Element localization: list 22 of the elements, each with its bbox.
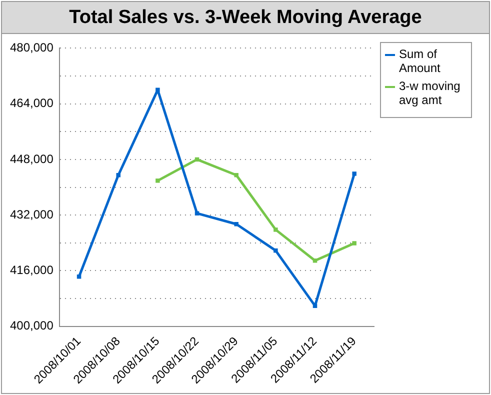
point bbox=[194, 211, 200, 216]
point bbox=[274, 228, 278, 232]
point bbox=[156, 178, 160, 183]
legend-label: Sum of Amount bbox=[399, 47, 442, 75]
y-tick-label: 432,000 bbox=[10, 207, 54, 222]
point bbox=[312, 258, 318, 263]
point bbox=[234, 172, 238, 178]
point bbox=[352, 172, 356, 176]
point bbox=[76, 274, 82, 279]
chart-title: Total Sales vs. 3-Week Moving Average bbox=[2, 2, 489, 34]
y-tick-label: 416,000 bbox=[10, 263, 54, 278]
y-tick-label: 448,000 bbox=[10, 152, 54, 166]
legend-label: 3-w moving avg amt bbox=[399, 79, 462, 107]
y-tick-label: 480,000 bbox=[10, 40, 54, 55]
point bbox=[234, 222, 238, 226]
point bbox=[312, 304, 318, 308]
y-tick-label: 464,000 bbox=[10, 96, 54, 110]
y-tick-label: 400,000 bbox=[10, 318, 54, 333]
point bbox=[116, 172, 120, 178]
point bbox=[274, 248, 278, 253]
point bbox=[156, 88, 160, 92]
point bbox=[352, 241, 356, 246]
